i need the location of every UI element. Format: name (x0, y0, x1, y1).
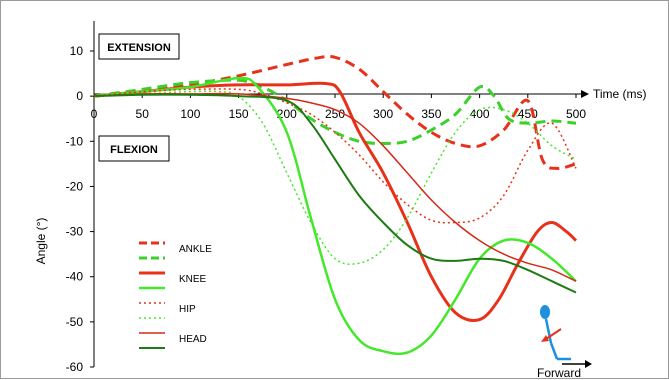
y-tick-label: -10 (66, 134, 84, 148)
series-line-head-2 (93, 93, 577, 294)
extension-label: EXTENSION (107, 42, 171, 54)
x-tick-label: 100 (180, 107, 200, 121)
x-axis-label: Time (ms) (593, 87, 647, 101)
x-tick-label: 150 (229, 107, 249, 121)
flexion-label: FLEXION (110, 144, 158, 156)
series-line-hip-2 (93, 90, 577, 265)
forward-arrow-icon (562, 360, 592, 368)
x-axis-arrow (581, 90, 589, 98)
figure-icon (540, 305, 571, 361)
series-line-ankle-1 (93, 54, 577, 170)
forward-label: Forward (537, 366, 581, 380)
x-tick-label: 250 (325, 107, 345, 121)
y-tick-label: -60 (66, 360, 84, 374)
legend-label: KNEE (179, 274, 207, 285)
x-tick-label: 400 (470, 107, 490, 121)
series-line-hip-1 (93, 88, 577, 224)
y-tick-label: -40 (66, 270, 84, 284)
legend-label: HIP (179, 304, 196, 315)
flexion-box (98, 135, 170, 162)
y-tick-label: 10 (70, 44, 84, 58)
series-line-ankle-2 (93, 78, 577, 145)
legend-label: HEAD (179, 334, 207, 345)
x-tick-label: 0 (91, 107, 98, 121)
x-tick-label: 300 (373, 107, 393, 121)
y-tick-label: -20 (66, 179, 84, 193)
series-line-knee-1 (93, 81, 578, 323)
x-tick-label: 200 (277, 107, 297, 121)
series-line-head-1 (93, 92, 577, 282)
y-tick-label: 0 (76, 89, 83, 103)
x-tick-label: 50 (136, 107, 150, 121)
y-axis-label: Angle (°) (34, 218, 48, 265)
y-tick-label: -30 (66, 225, 84, 239)
x-tick-label: 500 (566, 107, 586, 121)
x-tick-label: 350 (421, 107, 441, 121)
legend-label: ANKLE (179, 244, 212, 255)
extension-box (98, 33, 180, 60)
y-tick-label: -50 (66, 315, 84, 329)
series-line-knee-2 (93, 76, 577, 356)
